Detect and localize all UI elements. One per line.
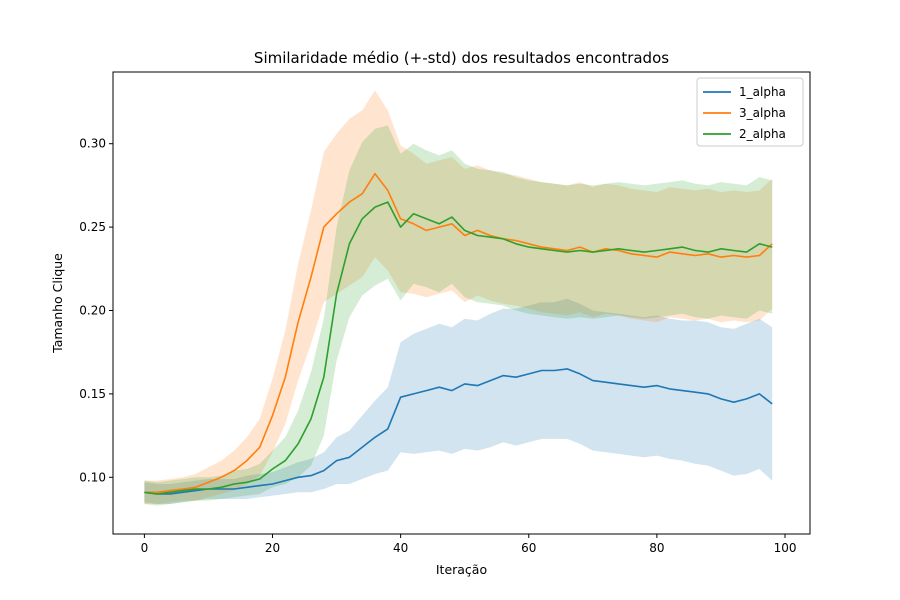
- legend-label-2_alpha: 2_alpha: [739, 127, 786, 141]
- x-tick-label: 20: [265, 541, 280, 555]
- std-band-2_alpha: [144, 125, 773, 506]
- series-line-2_alpha: [144, 201, 773, 495]
- legend-label-3_alpha: 3_alpha: [739, 106, 786, 120]
- x-tick-label: 80: [649, 541, 664, 555]
- y-axis-ticks: 0.10 0.15 0.20 0.25 0.30: [79, 137, 113, 484]
- series-line-1_alpha: [144, 368, 773, 495]
- x-tick-label: 0: [141, 541, 149, 555]
- legend-box: [696, 77, 804, 147]
- y-tick-label: 0.15: [79, 387, 106, 401]
- x-axis-ticks: 0 20 40 60 80 100: [141, 534, 797, 555]
- legend-label-1_alpha: 1_alpha: [739, 85, 786, 99]
- legend: 1_alpha 3_alpha 2_alpha: [696, 77, 804, 147]
- series-lines: [144, 172, 773, 495]
- axes-frame: [112, 71, 811, 535]
- x-tick-label: 100: [774, 541, 797, 555]
- std-band-3_alpha: [144, 90, 773, 505]
- chart-title: Similaridade médio (+-std) dos resultado…: [254, 49, 669, 67]
- y-tick-label: 0.30: [79, 137, 106, 151]
- x-tick-label: 60: [521, 541, 536, 555]
- y-tick-label: 0.20: [79, 304, 106, 318]
- x-axis-label: Iteração: [436, 562, 487, 577]
- std-band-1_alpha: [144, 298, 773, 504]
- y-tick-label: 0.25: [79, 220, 106, 234]
- x-tick-label: 40: [393, 541, 408, 555]
- std-bands: [144, 90, 773, 506]
- y-tick-label: 0.10: [79, 470, 106, 484]
- plot-area: [144, 90, 773, 506]
- series-line-3_alpha: [144, 172, 773, 494]
- y-axis-label: Tamanho Clique: [50, 253, 65, 354]
